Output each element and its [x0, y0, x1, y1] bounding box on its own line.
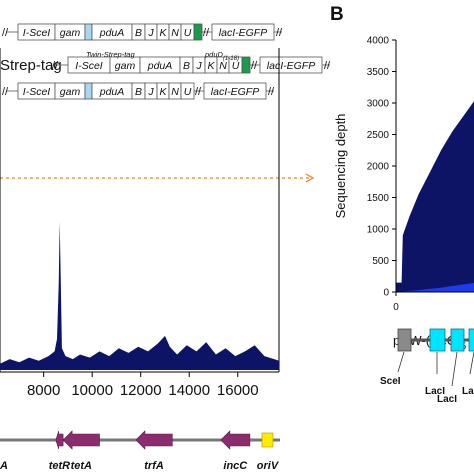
construct-part-label: lacI-EGFP: [219, 27, 267, 39]
construct-part-box: [203, 82, 267, 100]
scei-leader: [397, 351, 405, 373]
construct-break-mark: //: [203, 27, 210, 39]
construct-part-label: J: [147, 27, 154, 39]
construct-part-label: gam: [115, 60, 136, 72]
x-tick-label: 16000: [217, 382, 259, 399]
laci-leader-3: [469, 351, 474, 375]
construct-break-mark: //: [195, 86, 202, 98]
y-tick-label: 1500: [367, 193, 390, 204]
gene-label-cut: A: [0, 460, 8, 472]
gene-oriV: [261, 432, 274, 448]
construct-part-label: I-SceI: [23, 86, 51, 98]
construct-part-label: I-SceI: [75, 60, 103, 72]
panel-b-sequencing-depth-plot: 050010001500200025003000350040000100 Seq…: [333, 36, 474, 314]
coverage-area: [0, 221, 279, 370]
laco-box-1: [429, 328, 446, 352]
x-tick-label: 12000: [120, 382, 162, 399]
y-tick-label: 1000: [367, 225, 390, 236]
gene-label-incC: incC: [223, 460, 248, 472]
y-tick-label: 4000: [367, 36, 390, 47]
construct-part-box: [193, 23, 203, 41]
y-tick-label: 3500: [367, 67, 390, 78]
y-tick-label: 0: [383, 288, 389, 299]
construct-part-label: K: [159, 27, 167, 39]
construct-part-box: [259, 56, 323, 74]
construct-part-box: [84, 82, 93, 100]
map-label-scei: SceI: [380, 376, 401, 387]
construct-part-box: [180, 82, 195, 100]
map-label-laci-2: LacI: [437, 394, 457, 405]
pdud-note: pduD(1-18): [204, 50, 239, 62]
x-tick-label: 10000: [71, 382, 113, 399]
construct-break-mark: //: [251, 60, 258, 72]
construct-part-label: K: [159, 86, 167, 98]
gene-tetR: [55, 430, 64, 450]
construct-part-label: N: [171, 27, 179, 39]
construct-part-label: B: [183, 60, 190, 72]
twin-strep-tag-note: Twin-Strep-tag: [86, 50, 135, 59]
construct-break-mark: //: [2, 27, 9, 39]
construct-part-label: J: [147, 86, 154, 98]
y-tick-label: 3000: [367, 99, 390, 110]
laci-leader-2: [451, 351, 458, 387]
x-tick-label: 0: [393, 302, 399, 313]
panel-b-ticks: 050010001500200025003000350040000100: [367, 36, 399, 314]
gene-incC: [220, 430, 251, 450]
map-label-laci-1: LacI: [425, 386, 445, 397]
plasmid-map: pRW-(lacO)5 SceI LacI LacI LacI: [380, 328, 474, 405]
y-tick-label: 500: [372, 256, 389, 267]
construct-part-label: U: [184, 86, 192, 98]
map-label-laci-3: LacI: [462, 386, 474, 397]
construct-part-label: J: [195, 60, 202, 72]
construct-break-mark: //: [2, 86, 9, 98]
construct-row-label: Strep-tag: [0, 57, 62, 74]
panel-a-x-ticks: 8000 10000 12000 14000 16000: [27, 372, 259, 399]
construct-part-label: U: [184, 27, 192, 39]
scei-site-box: [397, 328, 412, 352]
laco-box-2: [450, 328, 465, 352]
construct-part-label: N: [219, 60, 227, 72]
construct-break-mark: //: [268, 86, 275, 98]
gene-label-tetR: tetR: [49, 460, 70, 472]
gene-arrows: tetR tetA trfA incC oriV A: [0, 430, 280, 472]
panel-b-label: B: [330, 4, 344, 25]
construct-part-label: I-SceI: [23, 27, 51, 39]
construct-part-label: lacI-EGFP: [267, 60, 315, 72]
construct-part-label: N: [171, 86, 179, 98]
depth-area-subset: [396, 282, 474, 292]
construct-part-box: [84, 23, 93, 41]
construct-part-label: B: [135, 86, 142, 98]
construct-part-label: pduA: [99, 27, 125, 39]
panel-a-coverage-plot: 8000 10000 12000 14000 16000 tetR tetA trfA inc…: [0, 48, 280, 472]
construct-part-label: gam: [60, 86, 81, 98]
dashed-arrow-head: [305, 173, 315, 183]
construct-part-box: [241, 56, 251, 74]
construct-part-label: pduA: [99, 86, 125, 98]
y-tick-label: 2000: [367, 162, 390, 173]
construct-part-box: [211, 23, 275, 41]
construct-diagrams: I-SceI gam pduA B J K N U//lacI-EGFP////Strep-t…: [0, 23, 331, 100]
construct-part-label: lacI-EGFP: [211, 86, 259, 98]
laco-box-3: [468, 328, 474, 352]
gene-label-trfA: trfA: [144, 460, 164, 472]
construct-part-label: pduA: [147, 60, 173, 72]
gene-label-oriV: oriV: [257, 460, 280, 472]
construct-part-label: B: [135, 27, 142, 39]
construct-part-label: gam: [60, 27, 81, 39]
construct-break-mark: //: [276, 27, 283, 39]
gene-trfA: [135, 430, 173, 450]
y-tick-label: 2500: [367, 130, 390, 141]
depth-area-total: [396, 101, 474, 292]
gene-tetA: [62, 430, 100, 450]
construct-part-label: U: [232, 60, 240, 72]
panel-b-y-axis-label: Sequencing depth: [333, 114, 348, 219]
x-tick-label: 14000: [168, 382, 210, 399]
x-tick-label: 8000: [27, 382, 60, 399]
construct-part-label: K: [207, 60, 215, 72]
gene-label-tetA: tetA: [71, 460, 92, 472]
construct-break-mark: //: [324, 60, 331, 72]
construct-break-mark: //: [52, 60, 59, 72]
